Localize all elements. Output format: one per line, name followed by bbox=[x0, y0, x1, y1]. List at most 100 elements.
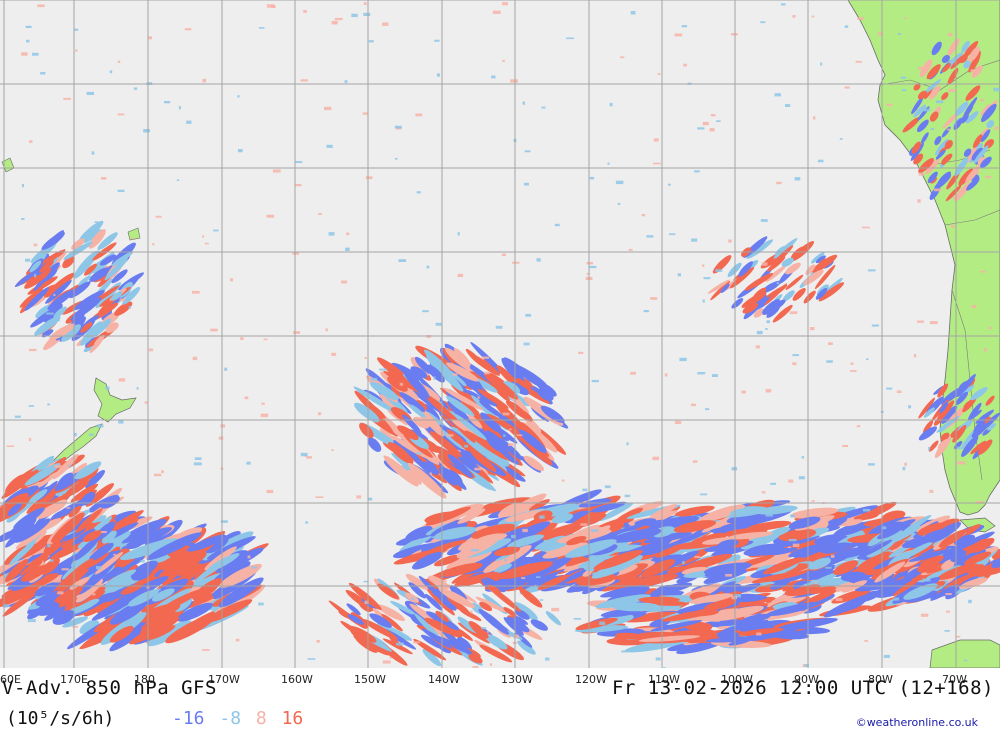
advection-speck bbox=[61, 568, 69, 571]
advection-speck bbox=[908, 405, 912, 409]
advection-speck bbox=[617, 202, 621, 205]
advection-streak bbox=[348, 625, 377, 643]
advection-streak bbox=[97, 232, 118, 250]
advection-speck bbox=[184, 28, 192, 31]
advection-streak bbox=[425, 611, 460, 631]
advection-streak bbox=[772, 304, 793, 323]
advection-streak bbox=[20, 564, 50, 582]
advection-speck bbox=[811, 500, 815, 502]
advection-speck bbox=[91, 151, 95, 155]
advection-streak bbox=[770, 578, 791, 590]
advection-speck bbox=[341, 280, 348, 284]
advection-streak bbox=[701, 537, 736, 545]
advection-streak bbox=[480, 412, 503, 433]
advection-streak bbox=[939, 401, 949, 414]
advection-speck bbox=[235, 638, 240, 642]
advection-speck bbox=[46, 312, 54, 315]
advection-speck bbox=[89, 433, 94, 436]
advection-speck bbox=[545, 657, 550, 661]
advection-speck bbox=[293, 331, 300, 334]
advection-speck bbox=[143, 129, 150, 133]
advection-speck bbox=[792, 354, 800, 357]
advection-speck bbox=[49, 474, 54, 479]
advection-speck bbox=[580, 523, 588, 526]
advection-speck bbox=[944, 630, 950, 632]
advection-streak bbox=[704, 599, 737, 611]
advection-speck bbox=[251, 566, 258, 569]
advection-streak bbox=[29, 260, 42, 273]
advection-speck bbox=[980, 270, 986, 273]
advection-streak bbox=[503, 607, 517, 617]
advection-speck bbox=[582, 488, 588, 492]
longitude-label: 180 bbox=[134, 673, 155, 686]
advection-speck bbox=[705, 408, 710, 411]
advection-streak bbox=[634, 518, 657, 526]
advection-streak bbox=[540, 405, 565, 423]
advection-speck bbox=[272, 169, 281, 173]
advection-streak bbox=[971, 147, 984, 161]
advection-speck bbox=[957, 461, 965, 465]
advection-speck bbox=[586, 262, 594, 265]
advection-streak bbox=[514, 608, 530, 620]
advection-speck bbox=[624, 503, 631, 505]
advection-speck bbox=[29, 140, 33, 143]
advection-speck bbox=[792, 362, 797, 366]
advection-streak bbox=[602, 576, 643, 592]
advection-streak bbox=[56, 568, 89, 595]
advection-speck bbox=[636, 561, 640, 564]
advection-speck bbox=[801, 456, 805, 459]
advection-speck bbox=[523, 182, 529, 186]
advection-streak bbox=[518, 429, 547, 454]
advection-streak bbox=[815, 287, 828, 300]
advection-streak bbox=[731, 298, 744, 309]
advection-streak bbox=[122, 286, 141, 305]
advection-speck bbox=[989, 326, 992, 330]
advection-streak bbox=[74, 289, 105, 311]
advection-streak bbox=[782, 290, 795, 302]
advection-speck bbox=[522, 528, 528, 533]
advection-speck bbox=[702, 264, 705, 267]
advection-speck bbox=[904, 462, 907, 466]
legend-item-neg16: -16 bbox=[172, 708, 205, 729]
credit-link[interactable]: ©weatheronline.co.uk bbox=[855, 716, 978, 729]
advection-streak bbox=[34, 315, 61, 336]
advection-streak bbox=[94, 551, 124, 575]
advection-streak bbox=[467, 414, 483, 429]
advection-streak bbox=[742, 302, 759, 314]
advection-speck bbox=[956, 635, 961, 638]
advection-speck bbox=[94, 599, 98, 601]
advection-streak bbox=[740, 613, 771, 623]
advection-speck bbox=[510, 79, 518, 83]
advection-speck bbox=[781, 3, 786, 6]
advection-streak bbox=[929, 111, 939, 122]
advection-streak bbox=[918, 426, 937, 441]
advection-speck bbox=[75, 49, 78, 52]
advection-speck bbox=[930, 128, 935, 131]
advection-streak bbox=[438, 466, 458, 486]
advection-streak bbox=[158, 550, 194, 571]
advection-streak bbox=[80, 549, 122, 576]
advection-streak bbox=[41, 232, 65, 250]
advection-speck bbox=[760, 21, 766, 24]
advection-speck bbox=[835, 597, 843, 602]
advection-streak bbox=[913, 153, 924, 165]
color-legend: -16 -8 8 16 bbox=[172, 708, 307, 729]
advection-streak bbox=[50, 541, 85, 560]
advection-speck bbox=[975, 171, 980, 174]
advection-speck bbox=[436, 73, 440, 77]
advection-streak bbox=[565, 539, 617, 558]
advection-speck bbox=[192, 356, 198, 361]
longitude-label: 90W bbox=[794, 673, 819, 686]
advection-speck bbox=[25, 258, 31, 262]
advection-speck bbox=[509, 428, 512, 431]
advection-speck bbox=[246, 461, 251, 465]
advection-streak bbox=[125, 527, 173, 548]
advection-speck bbox=[128, 306, 131, 309]
advection-streak bbox=[104, 510, 144, 535]
advection-streak bbox=[422, 648, 442, 667]
advection-speck bbox=[703, 277, 711, 280]
advection-streak bbox=[43, 500, 66, 518]
advection-speck bbox=[457, 273, 464, 278]
advection-streak bbox=[522, 571, 559, 589]
advection-streak bbox=[576, 573, 617, 586]
